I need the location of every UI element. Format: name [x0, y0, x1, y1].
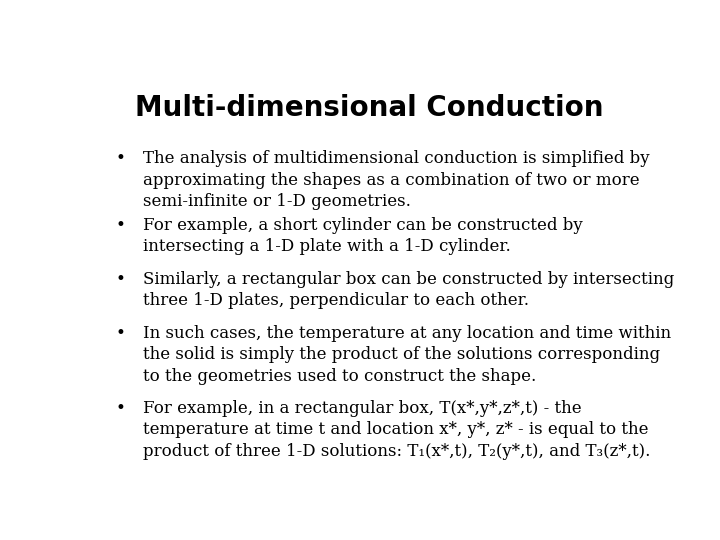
- Text: •: •: [116, 325, 125, 342]
- Text: Multi-dimensional Conduction: Multi-dimensional Conduction: [135, 94, 603, 122]
- Text: For example, a short cylinder can be constructed by
intersecting a 1-D plate wit: For example, a short cylinder can be con…: [143, 217, 582, 255]
- Text: The analysis of multidimensional conduction is simplified by
approximating the s: The analysis of multidimensional conduct…: [143, 150, 649, 210]
- Text: In such cases, the temperature at any location and time within
the solid is simp: In such cases, the temperature at any lo…: [143, 325, 671, 385]
- Text: •: •: [116, 400, 125, 416]
- Text: •: •: [116, 271, 125, 288]
- Text: For example, in a rectangular box, T(x*,y*,z*,t) - the
temperature at time t and: For example, in a rectangular box, T(x*,…: [143, 400, 650, 460]
- Text: Similarly, a rectangular box can be constructed by intersecting
three 1-D plates: Similarly, a rectangular box can be cons…: [143, 271, 674, 309]
- Text: •: •: [116, 217, 125, 234]
- Text: •: •: [116, 150, 125, 167]
